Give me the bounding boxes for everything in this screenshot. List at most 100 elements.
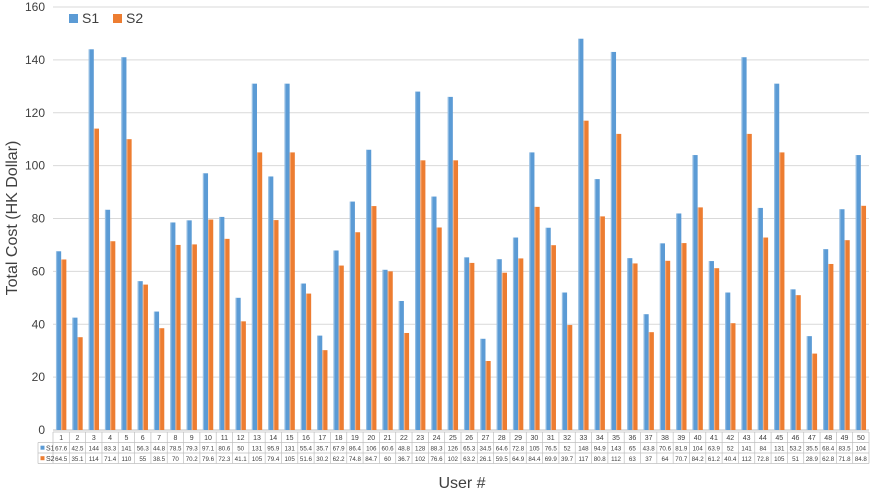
- data-label: 42.5: [71, 446, 84, 453]
- data-label: 64.6: [496, 446, 509, 453]
- bar-body: [208, 219, 214, 430]
- bar-highlight: [366, 149, 368, 430]
- bar-body: [485, 360, 491, 430]
- bar-body: [692, 155, 698, 431]
- data-label: 88.3: [430, 446, 443, 453]
- bar-s1: [186, 220, 192, 430]
- bar-s1: [692, 155, 698, 431]
- bar-highlight: [512, 237, 515, 430]
- x-tick-label: 8: [173, 435, 177, 442]
- data-label: 65.3: [463, 446, 476, 453]
- bar-body: [251, 83, 257, 430]
- bar-s1: [855, 155, 861, 431]
- bar-s1: [235, 297, 241, 430]
- data-label: 84: [759, 446, 766, 453]
- bar-s1: [774, 83, 780, 430]
- data-label: 81.9: [675, 446, 688, 453]
- bar-s2: [746, 133, 752, 430]
- data-label: 60.6: [382, 446, 395, 453]
- bar-highlight: [648, 332, 650, 430]
- bar-highlight: [501, 272, 503, 430]
- bar-s1: [806, 336, 812, 430]
- bar-s2: [77, 337, 83, 430]
- data-label: 80.6: [218, 446, 231, 453]
- bar-body: [224, 238, 230, 430]
- x-tick-label: 19: [351, 435, 359, 442]
- bar-highlight: [757, 207, 759, 430]
- bar-highlight: [77, 337, 79, 430]
- bar-body: [855, 155, 861, 431]
- data-label: 52: [727, 446, 734, 453]
- bar-s2: [550, 245, 556, 430]
- bar-highlight: [382, 269, 384, 430]
- bar-highlight: [823, 249, 825, 430]
- bar-body: [317, 335, 323, 430]
- bar-highlight: [583, 120, 585, 431]
- bar-body: [741, 57, 747, 430]
- bar-s1: [104, 209, 111, 430]
- data-label: 44.8: [153, 446, 166, 453]
- bar-body: [371, 206, 377, 430]
- data-label: 62.2: [333, 456, 346, 463]
- bar-s2: [420, 160, 426, 430]
- bar-highlight: [746, 133, 748, 430]
- bar-s2: [224, 238, 230, 430]
- bar-s1: [839, 209, 845, 430]
- bar-s1: [512, 237, 519, 430]
- x-tick-label: 13: [253, 435, 261, 442]
- x-tick-label: 37: [645, 435, 653, 442]
- bar-highlight: [72, 317, 74, 430]
- data-label: 144: [89, 446, 100, 453]
- bar-body: [289, 152, 295, 430]
- bar-body: [305, 293, 312, 430]
- bar-highlight: [371, 206, 373, 430]
- data-label: 105: [529, 446, 540, 453]
- bar-body: [463, 257, 470, 430]
- bar-highlight: [317, 335, 319, 430]
- bar-s2: [452, 160, 459, 430]
- bar-body: [806, 336, 812, 430]
- bar-body: [828, 263, 834, 430]
- bar-highlight: [643, 314, 645, 430]
- bar-body: [627, 258, 633, 430]
- bar-s2: [844, 240, 850, 430]
- data-label: 71.4: [104, 456, 117, 463]
- data-label: 80.8: [594, 456, 607, 463]
- bar-s1: [480, 338, 486, 430]
- data-label: 131: [284, 446, 295, 453]
- x-tick-label: 22: [400, 435, 408, 442]
- bar-s2: [354, 232, 361, 430]
- bar-highlight: [665, 260, 667, 430]
- bar-s2: [469, 262, 475, 430]
- data-label: 53.2: [790, 446, 803, 453]
- bar-s2: [583, 120, 589, 431]
- data-label: 39.7: [561, 456, 574, 463]
- x-tick-label: 32: [563, 435, 571, 442]
- data-label: 28.9: [806, 456, 819, 463]
- bar-highlight: [811, 353, 814, 430]
- data-label: 72.8: [512, 446, 525, 453]
- x-tick-label: 46: [792, 435, 800, 442]
- bar-highlight: [779, 152, 781, 430]
- data-label: 68.4: [822, 446, 835, 453]
- bar-body: [762, 237, 769, 430]
- bar-body: [779, 152, 785, 430]
- bar-s1: [366, 149, 372, 430]
- data-label: 26.1: [479, 456, 492, 463]
- bar-highlight: [659, 243, 661, 430]
- bar-body: [480, 338, 486, 430]
- bar-s1: [251, 83, 257, 430]
- y-tick-label: 80: [32, 212, 46, 226]
- bar-body: [191, 244, 197, 430]
- bar-s2: [240, 321, 246, 430]
- data-label: 40.4: [724, 456, 737, 463]
- bar-s2: [142, 284, 148, 430]
- bar-s2: [338, 265, 344, 430]
- bar-body: [420, 160, 426, 430]
- bar-highlight: [219, 216, 221, 430]
- x-tick-label: 48: [824, 435, 832, 442]
- data-label: 141: [121, 446, 132, 453]
- x-tick-label: 10: [204, 435, 212, 442]
- data-label: 64.9: [512, 456, 525, 463]
- bar-s2: [257, 152, 263, 430]
